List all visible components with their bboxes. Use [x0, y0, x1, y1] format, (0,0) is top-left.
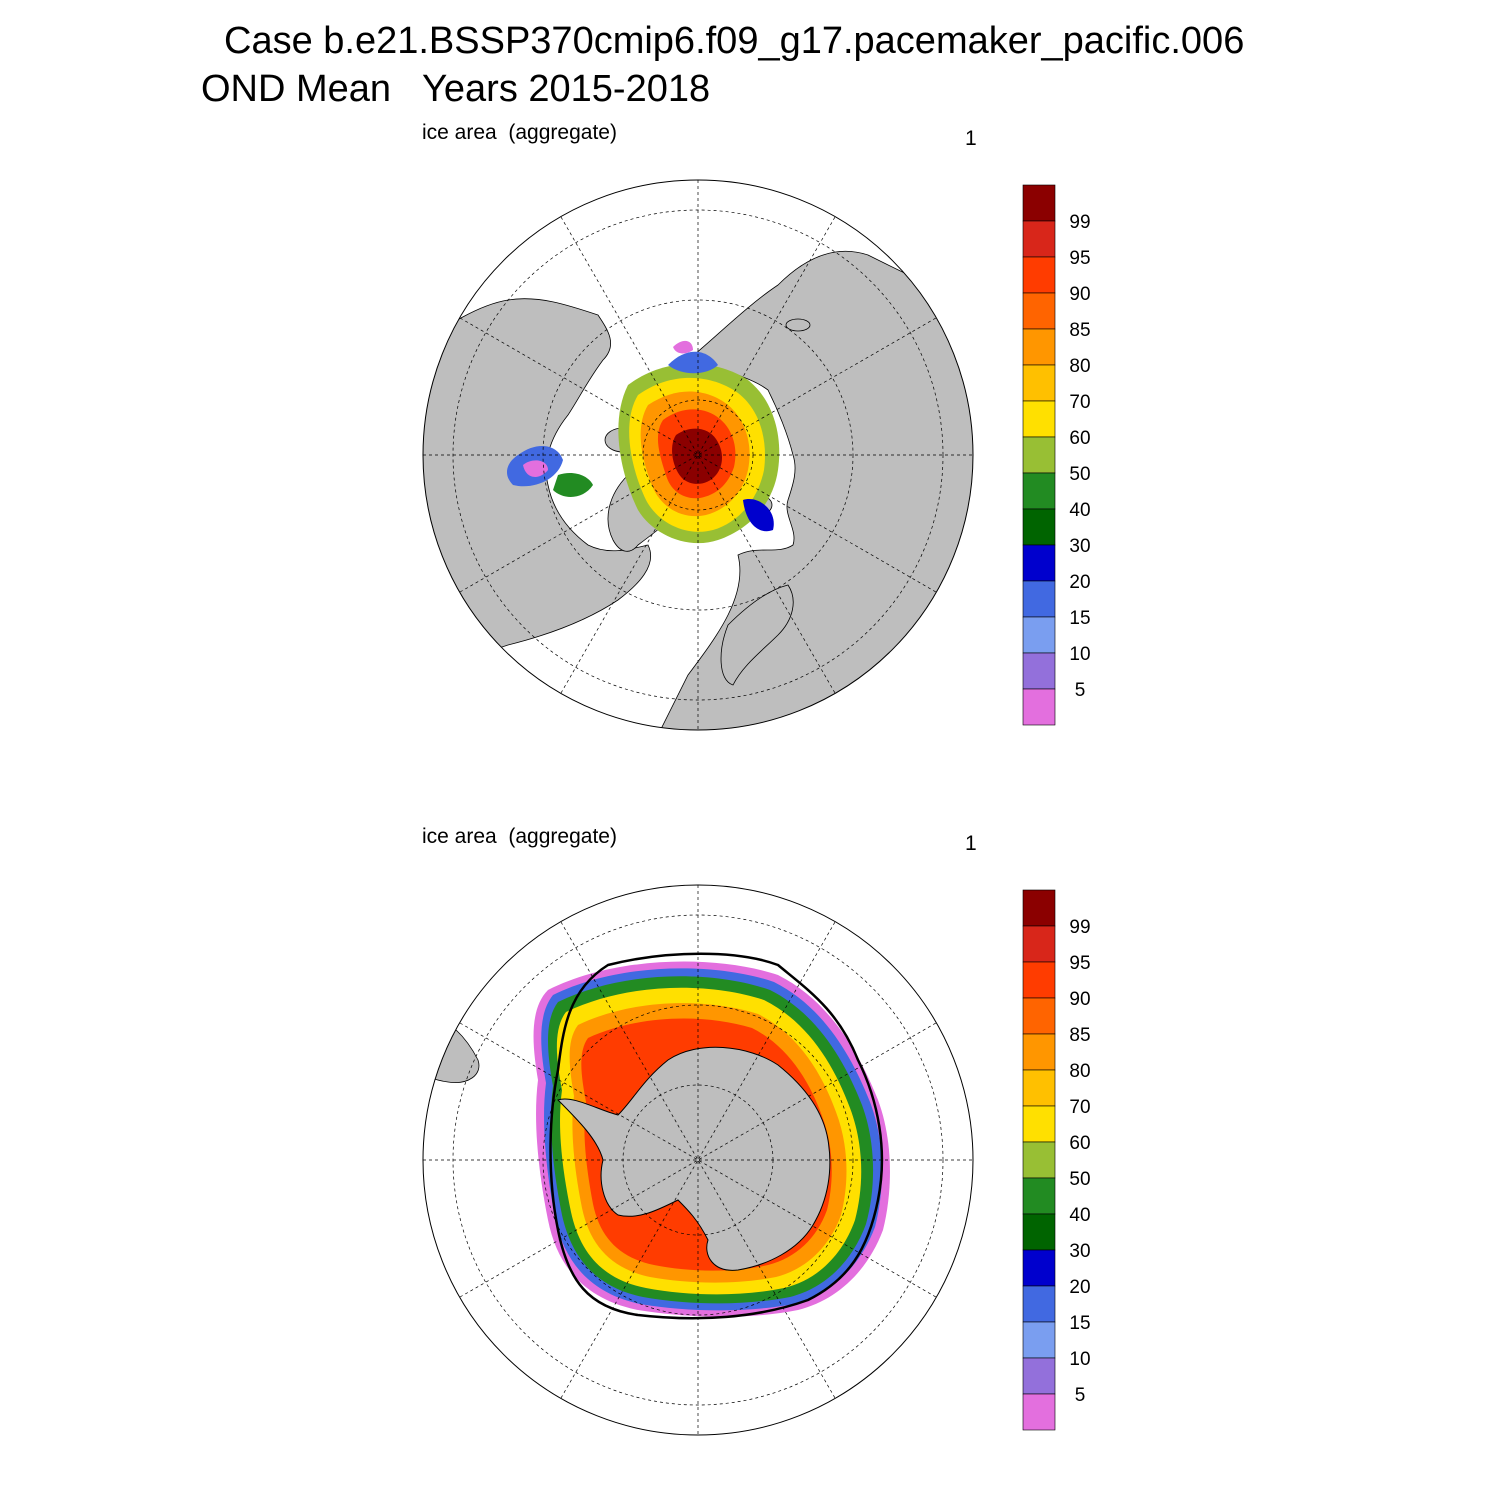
north-colorbar-box — [1022, 400, 1056, 438]
north-colorbar-box — [1022, 256, 1056, 294]
figure-title-line1: Case b.e21.BSSP370cmip6.f09_g17.pacemake… — [224, 20, 1245, 62]
south-colorbar-box — [1022, 1213, 1056, 1251]
north-colorbar-label: 20 — [1069, 572, 1090, 593]
south-colorbar-box — [1022, 1249, 1056, 1287]
south-colorbar-box — [1022, 1069, 1056, 1107]
south-colorbar-box — [1022, 1033, 1056, 1071]
south-colorbar-label: 5 — [1075, 1385, 1086, 1406]
south-colorbar-box — [1022, 1393, 1056, 1431]
north-colorbar-box — [1022, 688, 1056, 726]
south-colorbar-box — [1022, 961, 1056, 999]
north-colorbar-label: 95 — [1069, 248, 1090, 269]
south-colorbar-label: 15 — [1069, 1313, 1090, 1334]
north-graticule — [423, 180, 973, 730]
north-colorbar-box — [1022, 220, 1056, 258]
south-colorbar-label: 95 — [1069, 953, 1090, 974]
south-map-border — [422, 884, 974, 1436]
north-colorbar-label: 30 — [1069, 536, 1090, 557]
south-panel-variable-label: ice area (aggregate) — [422, 825, 617, 848]
north-colorbar-box — [1022, 580, 1056, 618]
south-colorbar-box — [1022, 1105, 1056, 1143]
north-colorbar-box — [1022, 364, 1056, 402]
north-colorbar-box — [1022, 184, 1056, 222]
south-colorbar-label: 80 — [1069, 1061, 1090, 1082]
north-colorbar-label: 50 — [1069, 464, 1090, 485]
south-colorbar-label: 60 — [1069, 1133, 1090, 1154]
north-colorbar-box — [1022, 652, 1056, 690]
south-colorbar-box — [1022, 889, 1056, 927]
south-colorbar-box — [1022, 997, 1056, 1035]
south-graticule — [423, 885, 973, 1435]
south-colorbar-label: 10 — [1069, 1349, 1090, 1370]
north-colorbar-box — [1022, 508, 1056, 546]
south-polar-map — [422, 884, 974, 1436]
north-polar-map — [422, 179, 974, 731]
south-colorbar-label: 70 — [1069, 1097, 1090, 1118]
north-colorbar-box — [1022, 544, 1056, 582]
north-colorbar-label: 15 — [1069, 608, 1090, 629]
south-colorbar-box — [1022, 1141, 1056, 1179]
north-colorbar-box — [1022, 328, 1056, 366]
north-colorbar-box — [1022, 472, 1056, 510]
north-colorbar-box — [1022, 292, 1056, 330]
south-colorbar-label: 90 — [1069, 989, 1090, 1010]
north-map-border — [422, 179, 974, 731]
north-colorbar-label: 85 — [1069, 320, 1090, 341]
north-panel-variable-label: ice area (aggregate) — [422, 121, 617, 144]
north-colorbar-box — [1022, 436, 1056, 474]
north-colorbar-label: 70 — [1069, 392, 1090, 413]
north-colorbar-label: 5 — [1075, 680, 1086, 701]
north-colorbar-label: 60 — [1069, 428, 1090, 449]
south-colorbar-label: 20 — [1069, 1277, 1090, 1298]
south-panel-units-label: 1 — [965, 832, 977, 855]
south-colorbar-label: 40 — [1069, 1205, 1090, 1226]
south-colorbar-box — [1022, 1321, 1056, 1359]
south-colorbar-label: 85 — [1069, 1025, 1090, 1046]
south-colorbar-label: 50 — [1069, 1169, 1090, 1190]
south-colorbar-box — [1022, 1357, 1056, 1395]
north-colorbar-label: 80 — [1069, 356, 1090, 377]
north-colorbar-box — [1022, 616, 1056, 654]
north-colorbar-label: 40 — [1069, 500, 1090, 521]
north-panel-units-label: 1 — [965, 127, 977, 150]
south-colorbar-label: 30 — [1069, 1241, 1090, 1262]
north-colorbar: 99 95 90 85 80 70 60 50 40 30 20 15 10 5 — [1022, 184, 1091, 726]
south-colorbar-label: 99 — [1069, 917, 1090, 938]
figure-title-line2: OND Mean Years 2015-2018 — [201, 68, 711, 110]
south-colorbar: 99 95 90 85 80 70 60 50 40 30 20 15 10 5 — [1022, 889, 1091, 1431]
north-colorbar-label: 99 — [1069, 212, 1090, 233]
south-colorbar-box — [1022, 1177, 1056, 1215]
south-colorbar-box — [1022, 925, 1056, 963]
south-colorbar-box — [1022, 1285, 1056, 1323]
south-antarctica — [557, 1046, 831, 1271]
south-ice-edge-contour — [549, 952, 884, 1320]
north-colorbar-label: 90 — [1069, 284, 1090, 305]
north-colorbar-label: 10 — [1069, 644, 1090, 665]
